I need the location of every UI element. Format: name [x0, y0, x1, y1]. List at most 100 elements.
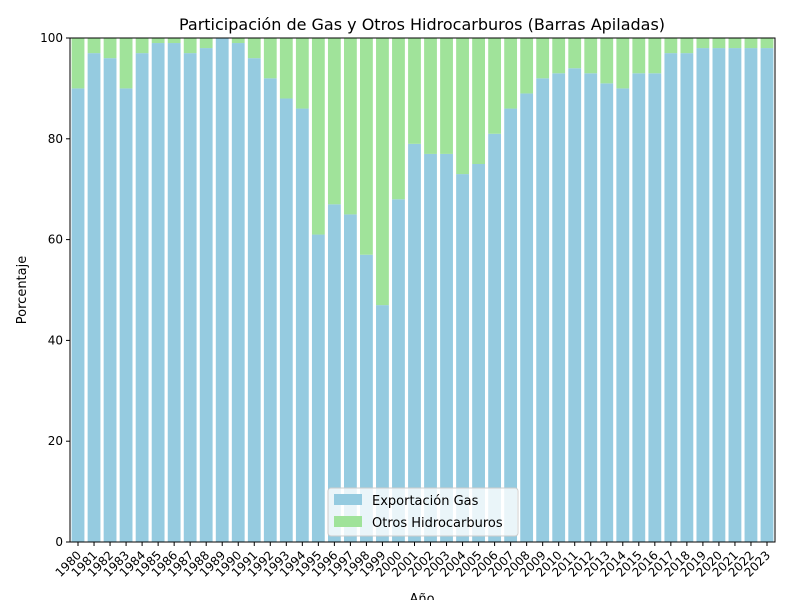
legend-swatch-exportacion-gas — [334, 494, 362, 505]
bar-otros-hidrocarburos-2019 — [696, 38, 710, 49]
bar-otros-hidrocarburos-1988 — [199, 38, 213, 49]
y-tick-label: 20 — [48, 434, 63, 448]
bar-exportacion-gas-2001 — [408, 143, 421, 542]
bar-otros-hidrocarburos-2001 — [408, 38, 421, 144]
bar-exportacion-gas-2005 — [472, 164, 485, 542]
bar-exportacion-gas-1982 — [103, 58, 117, 542]
bar-exportacion-gas-2019 — [696, 48, 710, 543]
bar-exportacion-gas-1994 — [295, 108, 309, 542]
bar-exportacion-gas-1987 — [183, 53, 197, 543]
legend-label-exportacion-gas: Exportación Gas — [372, 494, 479, 509]
bar-otros-hidrocarburos-2010 — [552, 38, 566, 74]
bar-exportacion-gas-1997 — [343, 214, 357, 542]
bar-otros-hidrocarburos-2014 — [616, 38, 630, 89]
bar-otros-hidrocarburos-2017 — [664, 38, 678, 54]
bar-otros-hidrocarburos-2005 — [472, 38, 485, 164]
bar-otros-hidrocarburos-1992 — [263, 38, 277, 79]
bar-otros-hidrocarburos-1998 — [360, 38, 373, 255]
bar-exportacion-gas-2009 — [536, 78, 550, 542]
legend-box — [327, 487, 519, 537]
bar-exportacion-gas-1986 — [167, 43, 181, 542]
bar-exportacion-gas-1988 — [199, 48, 213, 543]
bar-otros-hidrocarburos-1999 — [376, 38, 389, 306]
bar-otros-hidrocarburos-2006 — [488, 38, 502, 134]
chart-title: Participación de Gas y Otros Hidrocarbur… — [179, 15, 665, 34]
bar-exportacion-gas-2006 — [488, 133, 502, 542]
bar-otros-hidrocarburos-1984 — [135, 38, 149, 54]
bar-exportacion-gas-2010 — [552, 73, 566, 542]
bar-otros-hidrocarburos-1991 — [247, 38, 261, 59]
bar-otros-hidrocarburos-1982 — [103, 38, 117, 59]
bar-exportacion-gas-2015 — [632, 73, 646, 542]
y-axis-label: Porcentaje — [15, 256, 30, 324]
bar-exportacion-gas-2012 — [584, 73, 598, 542]
bar-otros-hidrocarburos-2023 — [760, 38, 774, 49]
bar-exportacion-gas-1999 — [376, 305, 389, 542]
bar-exportacion-gas-1981 — [87, 53, 101, 543]
y-tick-label: 100 — [40, 31, 63, 45]
y-tick-label: 80 — [48, 132, 63, 146]
bar-otros-hidrocarburos-2004 — [456, 38, 469, 175]
bar-exportacion-gas-1991 — [247, 58, 261, 542]
bar-otros-hidrocarburos-1993 — [279, 38, 293, 99]
bar-otros-hidrocarburos-2021 — [728, 38, 742, 49]
plot-frame — [69, 37, 776, 543]
bar-exportacion-gas-2018 — [680, 53, 694, 543]
bar-exportacion-gas-2008 — [520, 93, 534, 542]
bar-exportacion-gas-1985 — [151, 43, 165, 542]
bar-exportacion-gas-1992 — [263, 78, 277, 542]
bar-exportacion-gas-1984 — [135, 53, 149, 543]
y-tick-label: 0 — [55, 535, 63, 549]
legend-label-otros-hidrocarburos: Otros Hidrocarburos — [372, 516, 503, 531]
bar-exportacion-gas-2000 — [392, 199, 405, 542]
bar-exportacion-gas-2020 — [712, 48, 726, 543]
bar-exportacion-gas-1980 — [71, 88, 85, 543]
x-axis-label: Año — [409, 592, 434, 600]
bar-exportacion-gas-1998 — [360, 254, 373, 542]
bar-exportacion-gas-2003 — [440, 153, 453, 543]
bar-otros-hidrocarburos-1985 — [151, 38, 165, 44]
bar-otros-hidrocarburos-2003 — [440, 38, 453, 154]
bar-otros-hidrocarburos-1980 — [71, 38, 85, 89]
bar-otros-hidrocarburos-2009 — [536, 38, 550, 79]
bar-otros-hidrocarburos-1986 — [167, 38, 181, 44]
bar-exportacion-gas-1993 — [279, 98, 293, 542]
bar-exportacion-gas-2016 — [648, 73, 662, 542]
bar-exportacion-gas-1983 — [119, 88, 133, 543]
bar-otros-hidrocarburos-2008 — [520, 38, 534, 94]
bar-otros-hidrocarburos-1983 — [119, 38, 133, 89]
bar-otros-hidrocarburos-2002 — [424, 38, 437, 154]
legend-swatch-otros-hidrocarburos — [334, 516, 362, 527]
bar-otros-hidrocarburos-1981 — [87, 38, 101, 54]
bar-otros-hidrocarburos-1995 — [311, 38, 325, 235]
bar-exportacion-gas-2022 — [744, 48, 758, 543]
bar-exportacion-gas-2013 — [600, 83, 614, 543]
bar-otros-hidrocarburos-2000 — [392, 38, 405, 200]
bar-exportacion-gas-1990 — [231, 43, 245, 542]
bar-otros-hidrocarburos-1987 — [183, 38, 197, 54]
axes-layer — [69, 37, 776, 543]
bar-exportacion-gas-2007 — [504, 108, 518, 542]
bar-exportacion-gas-2011 — [568, 68, 582, 543]
bar-exportacion-gas-2014 — [616, 88, 630, 543]
bar-exportacion-gas-1996 — [327, 204, 341, 542]
bar-exportacion-gas-2017 — [664, 53, 678, 543]
bar-exportacion-gas-2023 — [760, 48, 774, 543]
bar-otros-hidrocarburos-2018 — [680, 38, 694, 54]
y-tick-label: 60 — [48, 233, 63, 247]
legend: Exportación Gas Otros Hidrocarburos — [327, 487, 519, 537]
bar-otros-hidrocarburos-2020 — [712, 38, 726, 49]
bar-otros-hidrocarburos-2016 — [648, 38, 662, 74]
bars-layer — [71, 38, 774, 543]
bar-otros-hidrocarburos-2013 — [600, 38, 614, 84]
bar-exportacion-gas-1989 — [215, 38, 229, 542]
bar-otros-hidrocarburos-2015 — [632, 38, 646, 74]
bar-otros-hidrocarburos-2007 — [504, 38, 518, 109]
bar-otros-hidrocarburos-2022 — [744, 38, 758, 49]
bar-otros-hidrocarburos-1994 — [295, 38, 309, 109]
bar-otros-hidrocarburos-2012 — [584, 38, 598, 74]
bar-exportacion-gas-2021 — [728, 48, 742, 543]
bar-exportacion-gas-2004 — [456, 174, 469, 542]
